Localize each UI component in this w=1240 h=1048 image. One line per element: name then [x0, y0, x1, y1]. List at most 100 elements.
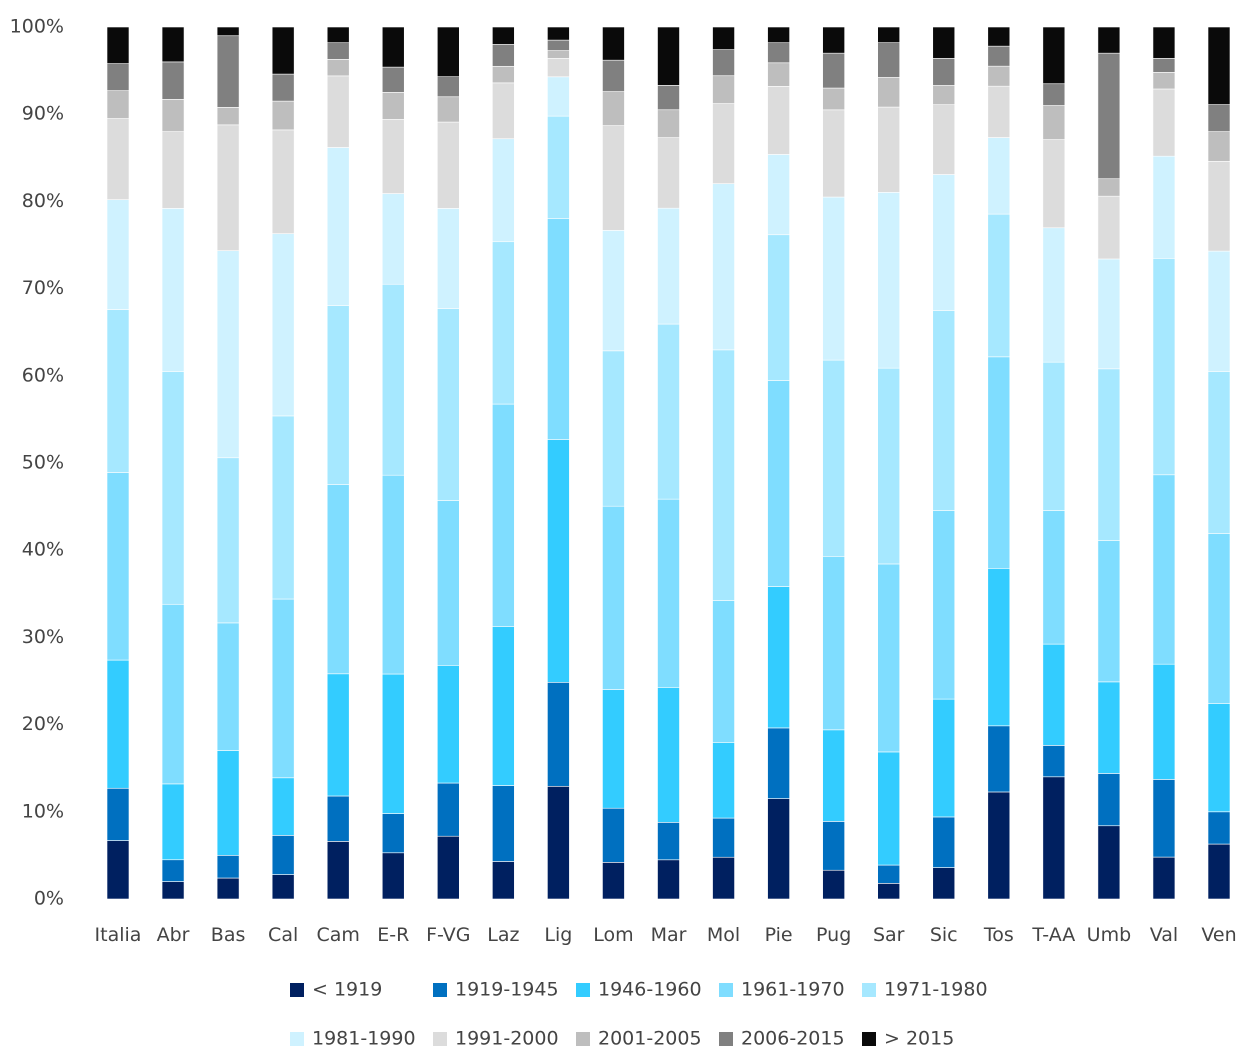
x-tick-label: T-AA [1031, 924, 1075, 946]
bar-segment [381, 66, 405, 93]
bar-segment [1097, 195, 1121, 260]
bar-stack [161, 26, 185, 900]
bar-stack [326, 26, 350, 900]
bar-segment [381, 119, 405, 194]
x-tick-label: Mar [651, 924, 687, 946]
bar-segment [712, 26, 735, 50]
legend-item: > 2015 [862, 1028, 954, 1048]
bar-segment [987, 791, 1011, 900]
bar-segment [381, 193, 405, 285]
bar-segment [1097, 681, 1121, 774]
bar-segment [987, 45, 1011, 67]
bar-segment [1042, 227, 1066, 363]
bar-segment [271, 129, 295, 234]
bar-segment [436, 782, 460, 837]
bar-segment [492, 241, 515, 405]
bar-segment [1097, 258, 1121, 370]
legend-item: 1981-1990 [290, 1028, 416, 1048]
bar-segment [822, 52, 845, 89]
bar-segment [1207, 843, 1231, 900]
bar-segment [271, 233, 295, 417]
x-axis: Italia Abr Bas Cal Cam E-R F-VG Laz Lig Lom Mar Mol… [95, 924, 1237, 946]
bar-segment [326, 305, 350, 485]
bar-segment [547, 682, 570, 787]
x-tick-label: Bas [211, 924, 246, 946]
bar-segment [161, 131, 185, 209]
bar-segment [712, 49, 735, 77]
legend-swatch [862, 1032, 876, 1046]
bar-segment [657, 109, 680, 138]
bar-segment [932, 104, 956, 175]
bar-segment [602, 807, 625, 863]
bar-segment [216, 35, 240, 108]
bar-segment [492, 861, 515, 900]
legend-item: 1961-1970 [719, 979, 845, 1001]
bar-segment [1097, 825, 1121, 900]
bar-segment [161, 783, 185, 861]
bar-segment [602, 59, 625, 92]
y-tick-label: 40% [22, 539, 64, 561]
bar-segment [492, 44, 515, 67]
bar-segment [436, 308, 460, 501]
bar-segment [106, 309, 130, 473]
bar-segment [326, 26, 350, 44]
bar-segment [216, 457, 240, 624]
bar-segment [987, 213, 1011, 358]
bar-segment [932, 58, 956, 86]
bar-segment [987, 65, 1011, 87]
legend-swatch [433, 1032, 447, 1046]
bar-segment [492, 65, 515, 84]
bar-segment [326, 673, 350, 797]
legend-label: 1961-1970 [741, 979, 845, 1001]
bar-stack [1097, 26, 1121, 900]
bar-segment [547, 58, 570, 78]
x-tick-label: Lig [544, 924, 572, 946]
bar-segment [822, 359, 845, 557]
bar-segment [106, 840, 130, 900]
bar-segment [712, 183, 735, 351]
legend-swatch [719, 983, 733, 997]
bar-segment [1207, 811, 1231, 845]
x-tick-label: Pug [816, 924, 851, 946]
bar-segment [712, 856, 735, 900]
bar-segment [877, 42, 901, 78]
x-tick-label: Lom [593, 924, 633, 946]
bar-segment [1152, 856, 1176, 900]
bar-segment [492, 785, 515, 862]
bar-segment [106, 63, 130, 91]
bar-segment [1207, 160, 1231, 252]
y-tick-label: 60% [22, 364, 64, 386]
bar-segment [381, 813, 405, 854]
bar-segment [326, 42, 350, 60]
bar-segment [161, 99, 185, 132]
bar-segment [216, 855, 240, 879]
bar-segment [767, 380, 790, 587]
bar-segment [877, 106, 901, 193]
legend-swatch [290, 983, 304, 997]
bar-segment [436, 208, 460, 309]
bar-segment [767, 586, 790, 729]
bar-segment [106, 26, 130, 64]
bar-segment [271, 874, 295, 900]
y-tick-label: 30% [22, 626, 64, 648]
bar-segment [602, 505, 625, 690]
bar-segment [271, 100, 295, 131]
bar-segment [767, 62, 790, 87]
x-tick-label: Sic [930, 924, 958, 946]
bar-segment [877, 883, 901, 900]
bar-segment [1097, 773, 1121, 827]
bar-stack [987, 26, 1011, 900]
bar-segment [877, 751, 901, 866]
bar-segment [492, 26, 515, 45]
bar-segment [1152, 88, 1176, 157]
y-tick-label: 50% [22, 452, 64, 474]
y-tick-label: 20% [22, 713, 64, 735]
bar-segment [712, 742, 735, 819]
bar-segment [1097, 178, 1121, 197]
bar-segment [436, 835, 460, 900]
bar-segment [161, 881, 185, 900]
bar-stack [271, 26, 295, 900]
bar-segment [216, 26, 240, 37]
legend-item: 1919-1945 [433, 979, 559, 1001]
